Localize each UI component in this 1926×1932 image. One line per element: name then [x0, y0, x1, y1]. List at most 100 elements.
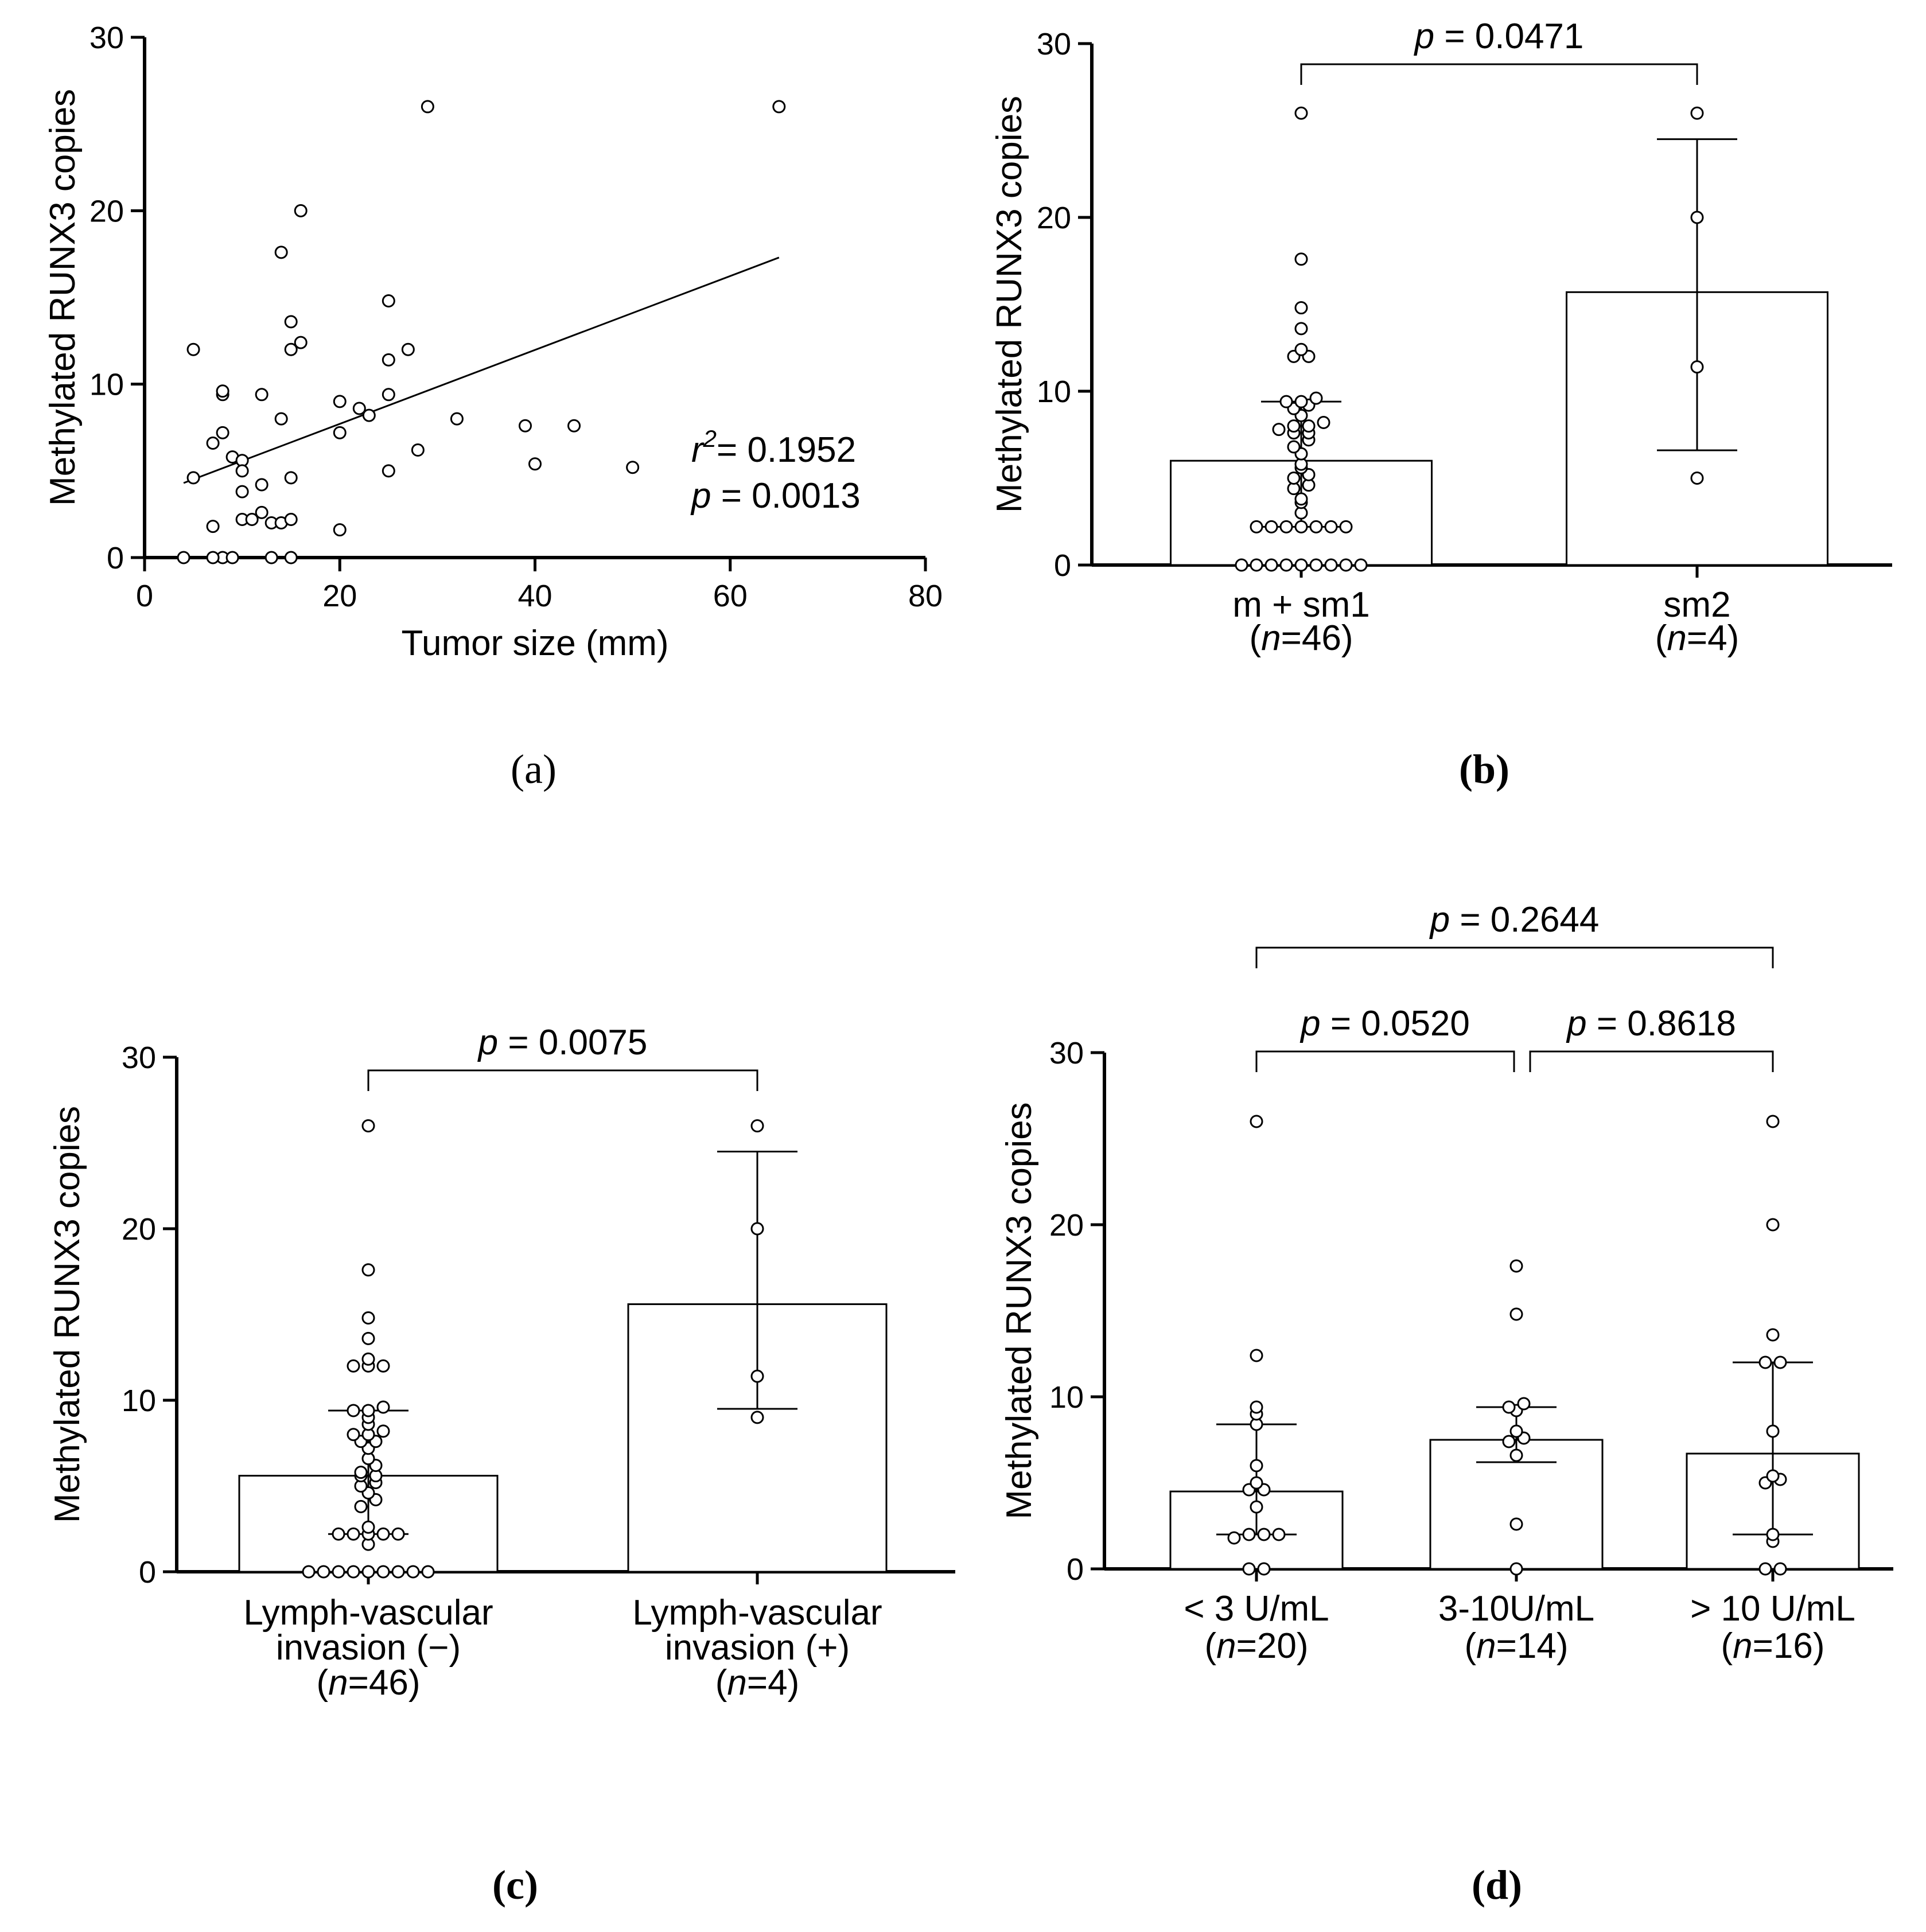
y-axis-label: Methylated RUNX3 copies [999, 1102, 1039, 1519]
y-tick-label: 0 [1067, 1552, 1084, 1587]
category-n-value: =20) [1236, 1626, 1309, 1666]
data-point [1324, 520, 1338, 533]
data-point [225, 551, 239, 564]
category-n-label: n [1733, 1626, 1752, 1666]
data-point [284, 315, 298, 329]
data-point [1509, 1562, 1523, 1576]
data-point [1287, 472, 1301, 485]
category-n-label: n [1667, 618, 1686, 658]
data-point [1324, 558, 1338, 572]
data-point [1309, 391, 1323, 405]
data-point [1279, 395, 1293, 408]
data-point [1250, 1500, 1263, 1514]
data-point [1773, 1562, 1787, 1576]
p-label: p [690, 476, 711, 516]
data-point [1287, 419, 1301, 433]
y-tick-label: 20 [122, 1212, 156, 1247]
data-point [1309, 558, 1323, 572]
data-point [1294, 342, 1308, 356]
significance-bracket [1529, 1050, 1774, 1072]
data-point [361, 1263, 375, 1277]
y-tick-label: 0 [139, 1555, 156, 1590]
category-label-line2: invasion (−) [276, 1628, 461, 1668]
data-point [391, 1565, 405, 1579]
y-tick-label: 10 [122, 1384, 156, 1418]
data-point [382, 294, 395, 308]
data-point [750, 1119, 764, 1133]
data-point [1339, 520, 1353, 533]
data-point [284, 471, 298, 485]
data-point [264, 551, 278, 564]
data-point [1509, 1259, 1523, 1273]
category-label: Lymph-vascular [243, 1593, 493, 1633]
data-point [1264, 520, 1278, 533]
comparison-p: p = 0.0075 [477, 1023, 648, 1062]
category-n-value: =4) [747, 1663, 799, 1703]
data-point [317, 1565, 330, 1579]
r2-stat: r2= 0.1952 [691, 425, 856, 470]
panel-label-c: (c) [492, 1862, 538, 1908]
data-point [1339, 558, 1353, 572]
data-point [382, 353, 395, 367]
data-point [1287, 440, 1301, 454]
data-point [284, 551, 298, 564]
category-label: < 3 U/mL [1184, 1589, 1329, 1629]
data-point [772, 100, 786, 114]
data-point [376, 1565, 390, 1579]
r2-label: r [691, 430, 705, 470]
y-axis-label: Methylated RUNX3 copies [48, 1106, 87, 1523]
data-point [1294, 492, 1308, 506]
category-n: (n=16) [1721, 1626, 1825, 1666]
data-point [750, 1411, 764, 1424]
data-point [294, 204, 308, 217]
category-n-label: n [1476, 1626, 1496, 1666]
data-point [1250, 1349, 1263, 1362]
comparison-p-value: = 0.8618 [1587, 1004, 1736, 1043]
category-n-value: =46) [348, 1663, 421, 1703]
y-tick-label: 30 [1049, 1036, 1084, 1070]
significance-bracket [1255, 1050, 1515, 1072]
category-n-label: n [1216, 1626, 1236, 1666]
comparison-p-label: p [477, 1023, 498, 1062]
x-tick-label: 40 [518, 579, 552, 613]
comparison-p: p = 0.8618 [1566, 1004, 1736, 1043]
data-point [1250, 1459, 1263, 1473]
category-n-prefix: ( [1655, 618, 1667, 658]
category-n: (n=14) [1465, 1626, 1569, 1666]
data-point [333, 426, 347, 439]
data-point [206, 520, 220, 533]
category-n-prefix: ( [1205, 1626, 1217, 1666]
category-n-value: =4) [1687, 618, 1739, 658]
panel-label-a: (a) [511, 746, 557, 792]
data-point [401, 342, 415, 356]
data-point [1257, 1562, 1271, 1576]
category-label: sm2 [1663, 585, 1730, 625]
data-point [333, 523, 347, 537]
y-tick-label: 10 [1037, 375, 1071, 409]
x-axis-label: Tumor size (mm) [401, 624, 668, 663]
data-point [216, 426, 229, 439]
data-point [245, 512, 259, 526]
data-point [1758, 1355, 1772, 1369]
data-point [1250, 1400, 1263, 1414]
data-point [255, 505, 269, 519]
y-tick-label: 10 [1049, 1380, 1084, 1415]
data-point [333, 395, 347, 408]
data-point [1279, 558, 1293, 572]
data-point [361, 1352, 375, 1366]
regression-line [183, 256, 780, 484]
data-point [1517, 1397, 1531, 1411]
data-point [1766, 1469, 1780, 1483]
data-point [450, 412, 464, 426]
category-n: (n=4) [715, 1663, 799, 1703]
data-point [347, 1565, 360, 1579]
y-tick-label: 30 [122, 1041, 156, 1075]
p-equals: = [711, 476, 752, 516]
data-point [274, 412, 288, 426]
data-point [1766, 1115, 1780, 1128]
data-point [421, 1565, 435, 1579]
category-n-value: =16) [1753, 1626, 1825, 1666]
data-point [1773, 1355, 1787, 1369]
comparison-p: p = 0.0471 [1414, 17, 1584, 56]
data-point [361, 1565, 375, 1579]
